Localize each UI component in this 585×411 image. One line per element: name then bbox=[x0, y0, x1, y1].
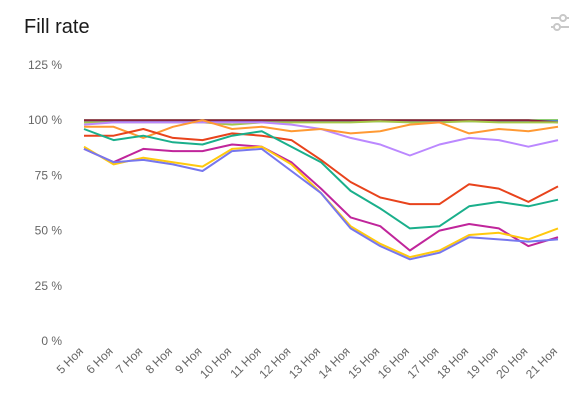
x-tick-label: 13 Ноя bbox=[286, 344, 323, 381]
x-tick-label: 15 Ноя bbox=[345, 344, 382, 381]
series-line-6 bbox=[84, 119, 559, 139]
y-tick-label: 50 % bbox=[35, 224, 63, 238]
x-tick-label: 12 Ноя bbox=[256, 344, 293, 381]
x-tick-label: 20 Ноя bbox=[493, 344, 530, 381]
series-line-11 bbox=[83, 147, 559, 261]
series-line-7 bbox=[84, 128, 559, 206]
x-tick-label: 6 Ноя bbox=[83, 344, 115, 376]
y-tick-label: 75 % bbox=[35, 168, 63, 182]
x-tick-label: 8 Ноя bbox=[143, 344, 175, 376]
x-tick-label: 16 Ноя bbox=[375, 344, 412, 381]
series-lines bbox=[83, 119, 559, 261]
y-tick-label: 100 % bbox=[28, 113, 62, 127]
x-tick-label: 18 Ноя bbox=[434, 344, 471, 381]
x-tick-label: 17 Ноя bbox=[404, 344, 441, 381]
chart-title: Fill rate bbox=[24, 16, 90, 38]
x-tick-label: 5 Ноя bbox=[54, 344, 86, 376]
y-axis: 0 % 25 % 50 % 75 % 100 % 125 % bbox=[28, 58, 62, 348]
y-tick-label: 125 % bbox=[28, 58, 62, 72]
series-line-3 bbox=[84, 119, 559, 124]
x-tick-label: 10 Ноя bbox=[197, 344, 234, 381]
series-line-8 bbox=[83, 128, 559, 230]
x-tick-label: 14 Ноя bbox=[316, 344, 353, 381]
sliders-icon[interactable] bbox=[549, 12, 571, 34]
y-tick-label: 25 % bbox=[35, 279, 63, 293]
series-line-9 bbox=[83, 143, 559, 252]
x-tick-label: 21 Ноя bbox=[523, 344, 560, 381]
x-tick-label: 19 Ноя bbox=[464, 344, 501, 381]
x-tick-label: 11 Ноя bbox=[227, 344, 264, 381]
y-tick-label: 0 % bbox=[41, 334, 62, 348]
x-tick-label: 7 Ноя bbox=[113, 344, 145, 376]
